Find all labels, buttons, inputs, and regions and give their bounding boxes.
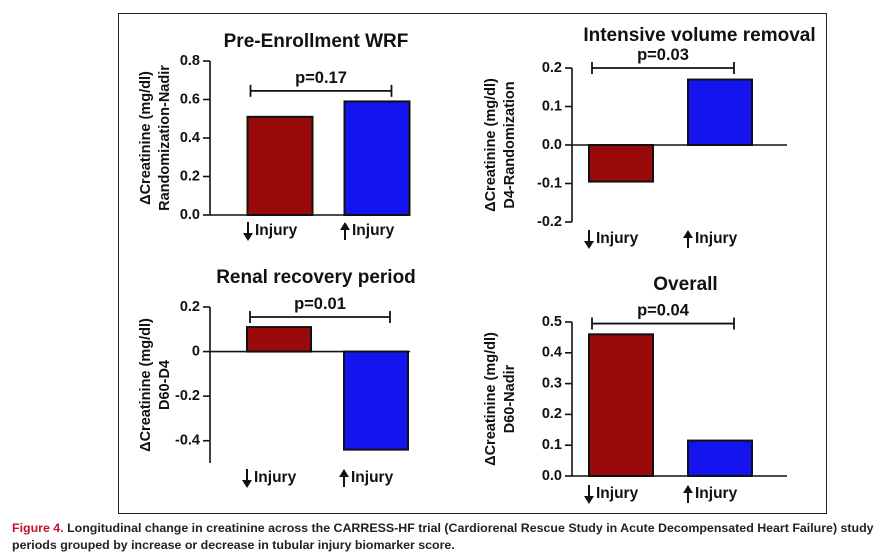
bar-down-injury: [588, 144, 654, 183]
chart-title: Pre-Enrollment WRF: [224, 31, 409, 52]
up-arrow-head-icon: [340, 222, 350, 230]
category-label: Injury: [596, 485, 639, 502]
up-arrow-head-icon: [339, 469, 349, 477]
y-tick-label: -0.2: [175, 388, 200, 404]
y-axis-label-line-1: ΔCreatinine (mg/dl): [483, 78, 499, 212]
y-tick-label: 0.2: [542, 406, 562, 422]
y-tick-label: 0.3: [542, 375, 562, 391]
chart-title: Intensive volume removal: [583, 25, 815, 46]
y-tick-label: 0.1: [542, 437, 562, 453]
category-label: Injury: [352, 222, 395, 239]
y-axis-label-line-2: Randomization-Nadir: [157, 65, 173, 211]
y-tick-label: 0.5: [542, 314, 562, 330]
y-tick-label: 0.1: [542, 98, 562, 114]
category-label: Injury: [695, 485, 738, 502]
p-value-label: p=0.01: [294, 295, 346, 313]
y-tick-label: -0.4: [175, 433, 200, 449]
chart-title: Overall: [653, 274, 717, 295]
chart-panel-4: Overall ΔCreatinine (mg/dl) D60-Nadir 0.0 0.…: [483, 274, 787, 504]
bar-up-injury: [687, 78, 753, 146]
y-tick-label: 0: [192, 343, 200, 359]
category-label: Injury: [351, 469, 394, 486]
y-axis-label-line-1: ΔCreatinine (mg/dl): [138, 71, 154, 205]
category-label: Injury: [596, 230, 639, 247]
category-label: Injury: [255, 222, 298, 239]
bar-up-injury: [687, 439, 753, 477]
y-tick-label: 0.0: [180, 207, 200, 223]
bar-up-injury: [343, 100, 411, 216]
y-tick-label: 0.2: [180, 299, 200, 315]
p-value-label: p=0.04: [637, 302, 690, 320]
category-label: Injury: [695, 230, 738, 247]
down-arrow-head-icon: [242, 480, 252, 488]
chart-panel-1: Pre-Enrollment WRF ΔCreatinine (mg/dl) Ran…: [138, 31, 411, 241]
up-arrow-head-icon: [683, 485, 693, 493]
y-tick-label: 0.2: [542, 60, 562, 76]
bar-down-injury: [588, 333, 654, 477]
bar-down-injury: [246, 326, 312, 353]
figure-caption: Figure 4. Longitudinal change in creatin…: [12, 520, 882, 554]
caption-label: Figure 4.: [12, 521, 64, 535]
p-value-label: p=0.03: [637, 46, 689, 64]
y-tick-label: 0.0: [542, 137, 562, 153]
caption-text: Longitudinal change in creatinine across…: [12, 521, 874, 552]
y-tick-label: 0.6: [180, 91, 200, 107]
figure-panel: Pre-Enrollment WRF ΔCreatinine (mg/dl) Ran…: [118, 13, 827, 514]
chart-panel-3: Renal recovery period ΔCreatinine (mg/dl)…: [138, 267, 416, 488]
y-tick-label: 0.8: [180, 53, 200, 69]
y-axis-label-line-1: ΔCreatinine (mg/dl): [138, 318, 154, 452]
up-arrow-head-icon: [683, 230, 693, 238]
down-arrow-head-icon: [584, 496, 594, 504]
y-axis-label-line-1: ΔCreatinine (mg/dl): [483, 332, 499, 466]
y-axis-label-line-2: D60-D4: [157, 360, 173, 410]
y-tick-label: 0.4: [542, 345, 562, 361]
chart-title: Renal recovery period: [216, 267, 416, 288]
chart-panel-2: Intensive volume removal ΔCreatinine (mg/…: [483, 25, 816, 249]
y-axis-label-line-2: D4-Randomization: [502, 81, 518, 208]
down-arrow-head-icon: [584, 241, 594, 249]
y-tick-label: -0.2: [537, 214, 562, 230]
y-axis-label-line-2: D60-Nadir: [502, 364, 518, 433]
y-tick-label: -0.1: [537, 175, 562, 191]
y-tick-label: 0.2: [180, 168, 200, 184]
category-label: Injury: [254, 469, 297, 486]
down-arrow-head-icon: [243, 233, 253, 241]
y-tick-label: 0.0: [542, 468, 562, 484]
bar-down-injury: [246, 115, 314, 216]
y-tick-label: 0.4: [180, 130, 200, 146]
p-value-label: p=0.17: [295, 69, 347, 87]
bar-up-injury: [343, 350, 409, 451]
